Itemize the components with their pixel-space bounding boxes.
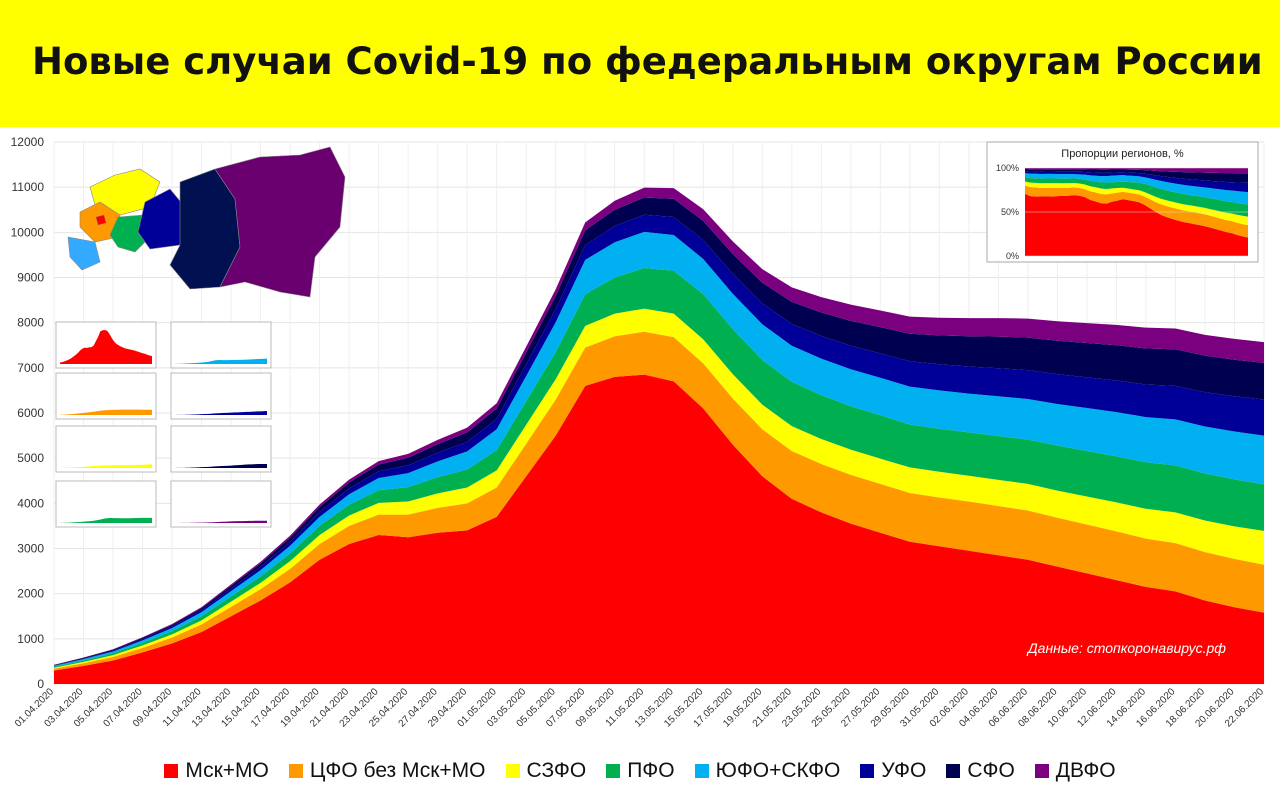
y-tick-label: 5000: [17, 451, 44, 465]
mini-chart-area-5: [175, 358, 267, 364]
legend-item-8: ДВФО: [1034, 759, 1116, 783]
legend-label: ЮФО+СКФО: [715, 759, 841, 782]
inset-y-tick-label: 0%: [1006, 251, 1019, 261]
legend-swatch: [606, 764, 621, 778]
legend-item-4: ПФО: [606, 759, 675, 783]
area-series-1: [54, 374, 1264, 684]
legend-item-2: ЦФО без Мск+МО: [288, 759, 486, 783]
map-region-moscow: [95, 214, 107, 226]
legend-swatch: [505, 764, 520, 778]
area-series-3: [54, 308, 1264, 669]
legend-swatch: [164, 764, 179, 778]
inset-area-8: [1025, 168, 1248, 174]
y-tick-label: 2000: [17, 587, 44, 601]
legend-label: УФО: [881, 759, 927, 782]
y-tick-label: 10000: [11, 225, 45, 239]
mini-chart-frame: [170, 372, 272, 420]
y-tick-label: 11000: [12, 180, 45, 194]
legend-label: СФО: [967, 759, 1015, 782]
legend-label: СЗФО: [526, 759, 587, 782]
inset-y-tick-label: 50%: [1001, 207, 1019, 217]
title-banner: Новые случаи Covid-19 по федеральным окр…: [0, 0, 1280, 127]
mini-chart-area-4: [60, 517, 152, 523]
y-tick-label: 6000: [17, 406, 44, 420]
legend-item-6: УФО: [860, 759, 926, 783]
inset-title: Пропорции регионов, %: [1061, 148, 1184, 160]
mini-chart-area-7: [175, 463, 267, 468]
y-tick-label: 8000: [17, 316, 44, 330]
legend-item-1: Мск+МО: [164, 759, 269, 783]
main-chart: 0 1000 2000 3000 4000 5000 6000 7000 8000 9000 100…: [11, 135, 1267, 730]
y-tick-label: 7000: [17, 361, 44, 375]
inset-area-2: [1025, 185, 1248, 238]
proportions-inset: Пропорции регионов, % 0% 50% 100%: [986, 141, 1259, 263]
legend-swatch: [694, 764, 709, 778]
legend-item-7: СФО: [946, 759, 1015, 783]
legend-item-3: СЗФО: [505, 759, 587, 783]
mini-chart-area-3: [60, 464, 152, 468]
inset-area-1: [1025, 193, 1248, 256]
mini-chart-area-6: [175, 411, 267, 415]
legend-item-5: ЮФО+СКФО: [694, 759, 841, 783]
y-tick-label: 4000: [17, 496, 44, 510]
map-region-yufo: [67, 236, 101, 271]
mini-chart-area-8: [175, 520, 267, 523]
inset-area-5: [1025, 173, 1248, 205]
mini-chart-area-2: [60, 409, 152, 415]
inset-area-4: [1025, 177, 1248, 217]
mini-chart-area-1: [60, 330, 152, 364]
legend-label: ПФО: [627, 759, 675, 782]
mini-chart-frame: [170, 480, 272, 528]
inset-area-7: [1025, 169, 1248, 183]
y-tick-label: 9000: [17, 271, 44, 285]
mini-chart-frame: [55, 425, 157, 473]
chart-title: Новые случаи Covid-19 по федеральным окр…: [32, 40, 1263, 83]
area-series-2: [54, 331, 1264, 671]
legend-label: ДВФО: [1055, 759, 1116, 782]
inset-y-tick-label: 100%: [996, 163, 1019, 173]
y-tick-label: 12000: [11, 135, 45, 149]
legend-label: ЦФО без Мск+МО: [309, 759, 486, 782]
legend-swatch: [946, 764, 961, 778]
legend-label: Мск+МО: [185, 759, 269, 782]
small-multiples: [55, 321, 272, 528]
legend-swatch: [860, 764, 875, 778]
stacked-areas: [54, 187, 1264, 684]
y-tick-label: 3000: [17, 542, 44, 556]
y-tick-label: 1000: [17, 632, 44, 646]
legend-swatch: [288, 764, 303, 778]
russia-map: [67, 146, 346, 298]
area-series-4: [54, 268, 1264, 668]
inset-area-3: [1025, 181, 1248, 226]
inset-area-6: [1025, 171, 1248, 193]
y-tick-label: 0: [37, 677, 44, 691]
source-annotation: Данные: стопкоронавирус.рф: [1026, 640, 1226, 656]
legend-swatch: [1034, 764, 1049, 778]
map-region-dvfo: [214, 146, 346, 298]
legend: Мск+МО ЦФО без Мск+МО СЗФО ПФО ЮФО+СКФО УФО СФ…: [0, 757, 1280, 785]
